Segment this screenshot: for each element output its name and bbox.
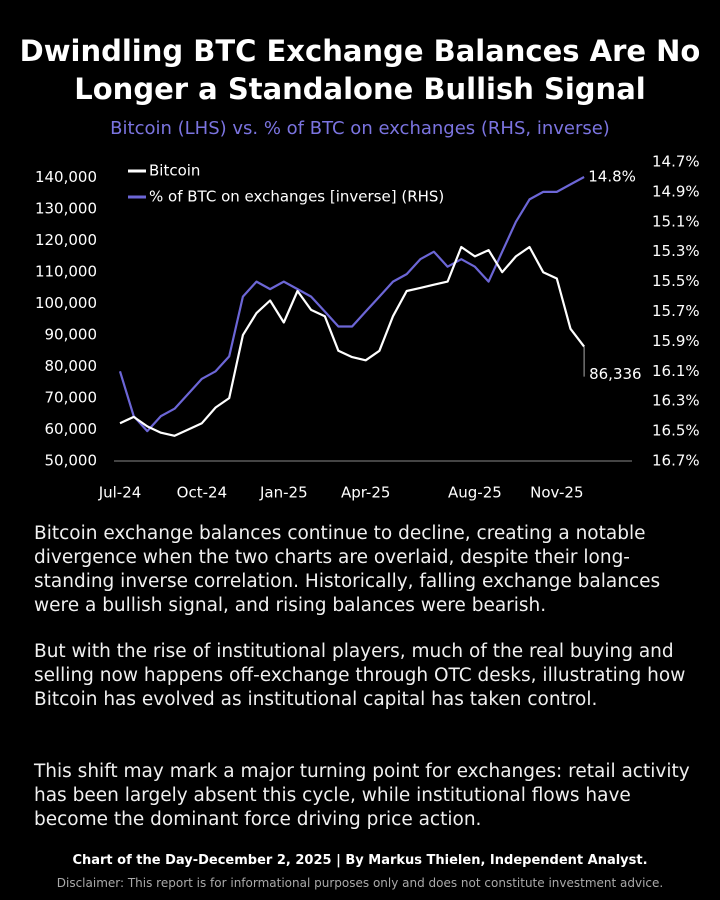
x-tick-label: Apr-25 [341,484,391,502]
x-tick-label: Jul-24 [98,484,142,502]
x-tick-label: Oct-24 [177,484,227,502]
paragraph: But with the rise of institutional playe… [34,641,686,710]
y2-tick-label: 15.1% [652,212,700,230]
y2-tick-label: 14.9% [652,182,700,200]
chart-title: Dwindling BTC Exchange Balances Are No L… [19,34,701,106]
y2-tick-label: 16.5% [652,422,700,440]
y-tick-label: 70,000 [45,389,98,407]
y2-tick-label: 15.5% [652,272,700,290]
y-tick-label: 90,000 [45,326,98,344]
legend-label: % of BTC on exchanges [inverse] (RHS) [149,188,444,206]
y2-tick-label: 16.7% [652,452,700,470]
x-tick-label: Aug-25 [448,484,502,502]
y2-tick-label: 15.9% [652,332,700,350]
y-tick-label: 140,000 [35,168,97,186]
y-tick-label: 100,000 [35,294,97,312]
y2-tick-label: 15.7% [652,302,700,320]
paragraph: This shift may mark a major turning poin… [34,761,690,830]
y-tick-label: 80,000 [45,357,98,375]
y-tick-label: 110,000 [35,263,97,281]
chart: 50,000 60,000 70,000 80,000 90,000 100,000 110… [35,153,700,502]
y-tick-label: 120,000 [35,231,97,249]
legend-label: Bitcoin [149,162,200,180]
y2-tick-label: 14.7% [652,153,700,171]
disclaimer: Disclaimer: This report is for informati… [56,876,664,890]
chart-subtitle: Bitcoin (LHS) vs. % of BTC on exchanges … [110,118,610,139]
footer: Chart of the Day-December 2, 2025 | By M… [72,853,648,868]
y2-tick-label: 16.1% [652,362,700,380]
y-tick-label: 130,000 [35,200,97,218]
value-label: 14.8% [588,167,636,185]
series-line [118,176,585,433]
x-tick-label: Jan-25 [259,484,308,502]
x-tick-label: Nov-25 [530,484,583,502]
series-line [119,245,585,437]
value-label: 86,336 [589,365,642,383]
y2-tick-label: 15.3% [652,242,700,260]
paragraph: Bitcoin exchange balances continue to de… [34,523,661,616]
y2-tick-label: 16.3% [652,392,700,410]
y-tick-label: 50,000 [45,452,98,470]
y-tick-label: 60,000 [45,420,98,438]
